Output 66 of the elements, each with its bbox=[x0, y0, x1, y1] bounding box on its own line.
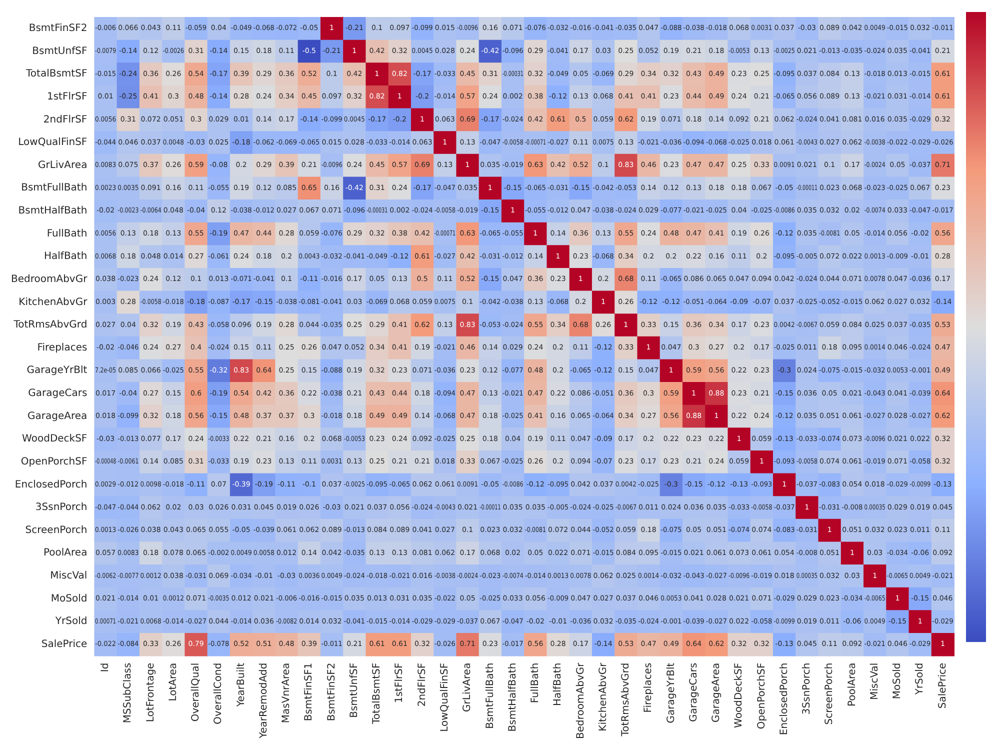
x-tick-label: BsmtHalfBath bbox=[507, 662, 518, 732]
x-tick-label: GrLivArea bbox=[462, 662, 474, 712]
x-tick-label: BsmtFinSF2 bbox=[326, 662, 338, 722]
y-tick-label: BsmtFullBath bbox=[21, 182, 88, 194]
y-tick-label: BedroomAbvGr bbox=[10, 274, 88, 285]
y-tick-label: TotRmsAbvGrd bbox=[12, 320, 88, 331]
x-tick-label: OverallQual bbox=[190, 662, 202, 722]
y-tick-label: WoodDeckSF bbox=[22, 434, 88, 445]
x-tick-label: KitchenAbvGr bbox=[598, 662, 609, 732]
y-tick-label: 2ndFlrSF bbox=[43, 114, 88, 126]
x-tick-label: BsmtFullBath bbox=[484, 662, 496, 729]
y-tick-label: OpenPorchSF bbox=[20, 456, 88, 468]
x-tick-label: MSSubClass bbox=[122, 662, 134, 724]
y-tick-label: YrSold bbox=[54, 616, 88, 628]
x-tick-label: YearRemodAdd bbox=[258, 662, 270, 740]
y-tick-label: ScreenPorch bbox=[25, 524, 88, 536]
y-tick-label: GrLivArea bbox=[38, 160, 88, 171]
x-tick-label: WoodDeckSF bbox=[734, 662, 745, 728]
y-tick-label: BsmtFinSF2 bbox=[28, 23, 88, 34]
x-tick-label: GarageYrBlt bbox=[666, 662, 677, 724]
y-tick-label: GarageCars bbox=[28, 388, 88, 400]
y-tick-label: MoSold bbox=[50, 593, 88, 604]
x-tick-label: MasVnrArea bbox=[281, 662, 292, 724]
x-tick-label: LotArea bbox=[168, 662, 179, 702]
y-tick-label: BsmtHalfBath bbox=[18, 206, 88, 217]
x-tick-label: BsmtUnfSF bbox=[348, 662, 360, 718]
x-tick-label: MoSold bbox=[892, 662, 904, 700]
x-tick-label: YrSold bbox=[914, 662, 926, 696]
y-tick-label: GarageYrBlt bbox=[26, 365, 88, 376]
x-tick-label: LotFrontage bbox=[145, 662, 156, 722]
x-tick-label: EnclosedPorch bbox=[778, 662, 790, 736]
y-tick-label: MiscVal bbox=[50, 570, 88, 582]
y-tick-label: SalePrice bbox=[41, 638, 88, 650]
y-tick-label: HalfBath bbox=[44, 251, 88, 262]
x-tick-label: MiscVal bbox=[869, 662, 880, 700]
x-tick-label: BedroomAbvGr bbox=[575, 662, 586, 740]
x-tick-label: LowQualFinSF bbox=[440, 662, 450, 732]
y-tick-label: FullBath bbox=[46, 228, 88, 240]
x-tick-label: 1stFlrSF bbox=[394, 662, 406, 704]
x-tick-label: PoolArea bbox=[846, 662, 858, 707]
y-tick-label: Fireplaces bbox=[37, 342, 88, 354]
x-tick-label: GarageArea bbox=[711, 662, 722, 722]
y-tick-label: EnclosedPorch bbox=[14, 479, 88, 490]
y-tick-label: LowQualFinSF bbox=[18, 137, 88, 148]
x-tick-label: OpenPorchSF bbox=[756, 662, 768, 730]
x-tick-label: YearBuilt bbox=[236, 662, 247, 708]
x-tick-label: OverallCond bbox=[213, 662, 224, 724]
x-tick-label: Id bbox=[100, 662, 112, 672]
y-tick-label: GarageArea bbox=[28, 410, 88, 422]
x-tick-label: SalePrice bbox=[937, 662, 948, 709]
y-tick-label: 1stFlrSF bbox=[46, 91, 88, 102]
y-tick-label: 3SsnPorch bbox=[35, 502, 88, 514]
x-tick-label: GarageCars bbox=[688, 662, 700, 722]
y-tick-label: KitchenAbvGr bbox=[18, 296, 88, 308]
x-tick-label: FullBath bbox=[530, 662, 542, 704]
y-tick-label: PoolArea bbox=[43, 548, 88, 559]
x-tick-label: TotalBsmtSF bbox=[372, 662, 383, 725]
x-tick-label: BsmtFinSF1 bbox=[304, 662, 315, 722]
x-tick-label: Fireplaces bbox=[643, 662, 654, 713]
y-tick-label: BsmtUnfSF bbox=[32, 46, 88, 57]
x-tick-label: 2ndFlrSF bbox=[416, 662, 428, 707]
x-tick-label: TotRmsAbvGrd bbox=[620, 662, 632, 738]
y-tick-label: TotalBsmtSF bbox=[25, 68, 88, 80]
x-tick-label: 3SsnPorch bbox=[802, 662, 813, 715]
x-tick-label: HalfBath bbox=[552, 662, 564, 706]
x-tick-label: ScreenPorch bbox=[824, 662, 836, 725]
